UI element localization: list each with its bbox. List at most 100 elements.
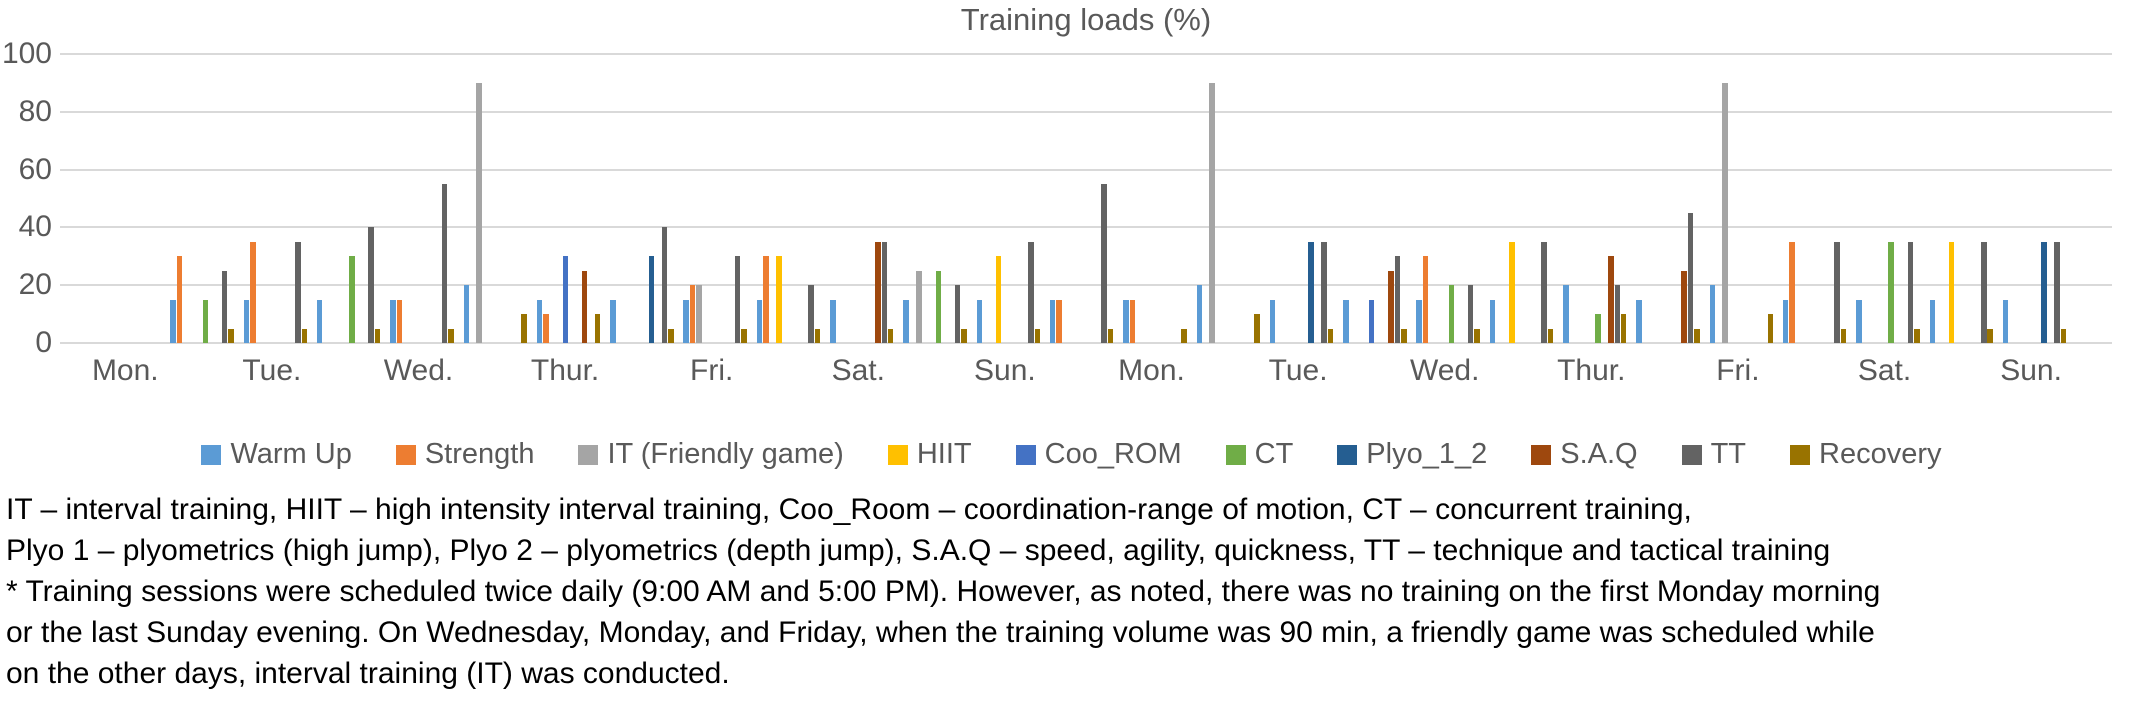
bar-recovery <box>374 328 381 343</box>
bar-ct <box>1595 314 1601 343</box>
gridline-y40 <box>60 226 2112 229</box>
legend-item-recovery: Recovery <box>1790 438 1942 471</box>
footnote: IT – interval training, HIIT – high inte… <box>6 489 2136 694</box>
legend-item-plyo-1-2: Plyo_1_2 <box>1337 438 1487 471</box>
bar-hiit <box>995 256 1002 343</box>
x-axis-label-6: Sun. <box>974 354 1036 387</box>
bar-plyo-1-2 <box>2041 241 2047 343</box>
bar-it-friendly-game- <box>696 285 702 343</box>
bar-s-a-q <box>1388 270 1394 343</box>
bar-hiit <box>1509 241 1515 343</box>
bar-hiit <box>776 256 782 343</box>
bar-warm-up <box>1123 299 1129 343</box>
bar-warm-up <box>830 299 836 343</box>
legend-swatch-icon <box>1225 444 1246 465</box>
bar-tt <box>881 241 888 343</box>
gridline-y0 <box>60 342 2112 344</box>
legend-label: TT <box>1710 438 1747 470</box>
bar-it-friendly-game- <box>916 270 922 343</box>
bar-warm-up <box>1416 299 1422 343</box>
legend-label: Plyo_1_2 <box>1366 438 1488 470</box>
bar-recovery <box>1914 328 1920 343</box>
footnote-line-4: or the last Sunday evening. On Wednesday… <box>6 616 1875 649</box>
legend-swatch-icon <box>1531 444 1552 465</box>
bar-recovery <box>1107 328 1114 343</box>
y-axis-tick-label: 100 <box>1 37 52 70</box>
footnote-line-1: IT – interval training, HIIT – high inte… <box>6 493 1692 526</box>
x-axis-label-10: Thur. <box>1557 354 1626 387</box>
bar-tt <box>1394 256 1401 343</box>
bar-recovery <box>1474 328 1480 343</box>
bar-warm-up <box>903 299 909 343</box>
x-axis-label-3: Thur. <box>530 354 600 387</box>
bar-recovery <box>1254 314 1260 343</box>
bar-warm-up <box>1489 299 1496 343</box>
footnote-line-3: * Training sessions were scheduled twice… <box>6 575 1881 608</box>
footnote-line-2: Plyo 1 – plyometrics (high jump), Plyo 2… <box>6 534 1831 567</box>
bar-tt <box>368 227 374 343</box>
bar-recovery <box>1840 328 1847 343</box>
bar-recovery <box>741 328 747 343</box>
x-axis-label-12: Sat. <box>1857 354 1912 387</box>
x-axis-label-8: Tue. <box>1268 354 1328 387</box>
bar-tt <box>2054 241 2060 343</box>
bar-tt <box>954 285 961 343</box>
bar-strength <box>176 256 183 343</box>
gridline-y20 <box>60 284 2112 287</box>
legend-label: HIIT <box>916 438 972 470</box>
bar-recovery <box>887 328 894 343</box>
bar-coo-rom <box>562 256 569 343</box>
bar-tt <box>221 270 228 343</box>
bar-warm-up <box>976 299 983 343</box>
gridline-y60 <box>60 168 2112 171</box>
bar-it-friendly-game- <box>476 82 482 343</box>
bar-warm-up <box>1929 299 1935 343</box>
bar-warm-up <box>463 285 469 343</box>
bar-warm-up <box>243 299 250 343</box>
legend-label: Strength <box>424 438 535 470</box>
x-axis-label-1: Tue. <box>242 354 302 387</box>
bar-s-a-q <box>581 270 588 343</box>
bar-it-friendly-game- <box>1209 82 1215 343</box>
x-axis-label-11: Fri. <box>1716 354 1760 387</box>
legend-item-tt: TT <box>1681 438 1747 471</box>
legend-item-hiit: HIIT <box>887 438 972 471</box>
legend-swatch-icon <box>1681 444 1702 465</box>
legend-label: Coo_ROM <box>1044 438 1182 470</box>
x-axis-label-5: Sat. <box>831 354 885 387</box>
bar-recovery <box>228 328 234 343</box>
bar-s-a-q <box>1681 270 1687 343</box>
bar-tt <box>1687 212 1694 343</box>
bar-recovery <box>1987 328 1993 343</box>
bar-warm-up <box>1563 285 1569 343</box>
legend-item-strength: Strength <box>395 438 535 471</box>
x-axis-label-0: Mon. <box>91 354 159 387</box>
y-axis-tick-label: 20 <box>18 268 52 302</box>
bar-recovery <box>448 328 454 343</box>
bar-warm-up <box>1196 285 1202 343</box>
bar-plyo-1-2 <box>648 256 655 343</box>
bar-warm-up <box>1343 299 1349 343</box>
bar-strength <box>250 241 256 343</box>
bar-s-a-q <box>1608 256 1614 343</box>
bar-recovery <box>301 328 308 343</box>
legend-swatch-icon <box>201 444 222 465</box>
bar-recovery <box>1547 328 1554 343</box>
y-axis-tick-label: 80 <box>18 94 52 128</box>
legend-label: Warm Up <box>230 438 352 470</box>
legend-item-s-a-q: S.A.Q <box>1531 438 1638 471</box>
bar-warm-up <box>2002 299 2009 343</box>
y-axis-tick-label: 0 <box>35 326 52 359</box>
legend-swatch-icon <box>1790 444 1811 465</box>
bar-recovery <box>1327 328 1334 343</box>
bar-strength <box>1056 299 1062 343</box>
legend-swatch-icon <box>395 444 416 465</box>
bar-tt <box>1907 241 1914 343</box>
bar-warm-up <box>683 299 689 343</box>
legend-swatch-icon <box>1015 444 1036 465</box>
legend-label: Recovery <box>1819 438 1942 470</box>
y-axis-tick-label: 60 <box>18 152 52 186</box>
footnote-line-5: on the other days, interval training (IT… <box>6 657 730 690</box>
bar-hiit <box>1948 241 1955 343</box>
bar-s-a-q <box>875 241 881 343</box>
